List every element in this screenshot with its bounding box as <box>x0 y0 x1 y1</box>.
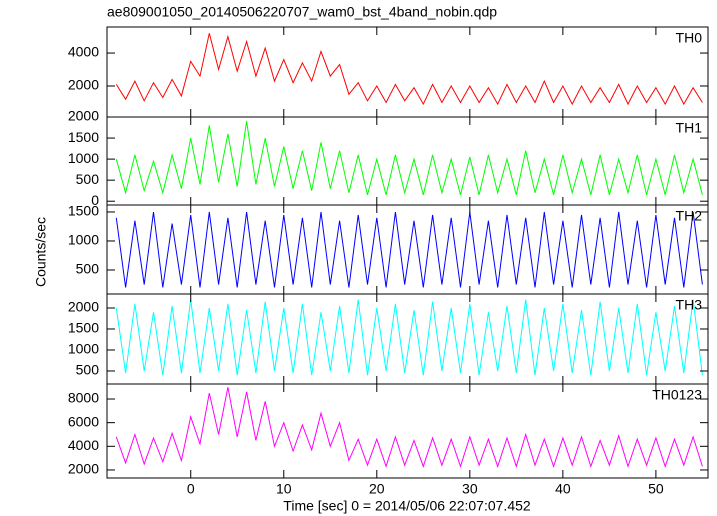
y-tick-label: 2000 <box>68 461 99 477</box>
panel-label: TH1 <box>676 120 703 136</box>
y-tick-label: 1500 <box>68 203 99 219</box>
panel-label: TH3 <box>676 297 703 313</box>
x-tick-label: 10 <box>276 481 292 497</box>
y-tick-label: 2000 <box>68 299 99 315</box>
y-tick-label: 1000 <box>68 150 99 166</box>
y-tick-label: 6000 <box>68 413 99 429</box>
y-axis-label: Counts/sec <box>33 217 49 287</box>
data-line <box>115 121 703 196</box>
panel-label: TH0123 <box>652 387 702 403</box>
x-axis-label: Time [sec] 0 = 2014/05/06 22:07:07.452 <box>283 498 531 514</box>
plot-frame <box>106 383 709 479</box>
y-tick-label: 1000 <box>68 232 99 248</box>
data-line <box>115 299 703 376</box>
data-line <box>115 387 703 469</box>
y-tick-label: 500 <box>76 362 100 378</box>
y-tick-label: 0 <box>91 192 99 208</box>
y-tick-label: 1500 <box>68 320 99 336</box>
x-tick-label: 20 <box>369 481 385 497</box>
y-tick-label: 1000 <box>68 341 99 357</box>
chart-title: ae809001050_20140506220707_wam0_bst_4ban… <box>107 4 497 20</box>
y-tick-label: 4000 <box>68 44 99 60</box>
x-tick-label: 50 <box>648 481 664 497</box>
y-tick-label: 4000 <box>68 437 99 453</box>
y-tick-label: 500 <box>76 171 100 187</box>
panel-label: TH0 <box>676 30 703 46</box>
y-tick-label: 500 <box>76 261 100 277</box>
x-tick-label: 30 <box>462 481 478 497</box>
y-tick-label: 2000 <box>68 77 99 93</box>
x-tick-label: 0 <box>187 481 195 497</box>
data-line <box>115 33 703 106</box>
plot-frame <box>106 293 709 385</box>
x-tick-label: 40 <box>555 481 571 497</box>
y-tick-label: 2000 <box>68 108 99 124</box>
data-line <box>115 211 703 288</box>
y-tick-label: 8000 <box>68 390 99 406</box>
y-tick-label: 1500 <box>68 129 99 145</box>
panel-label: TH2 <box>676 208 703 224</box>
